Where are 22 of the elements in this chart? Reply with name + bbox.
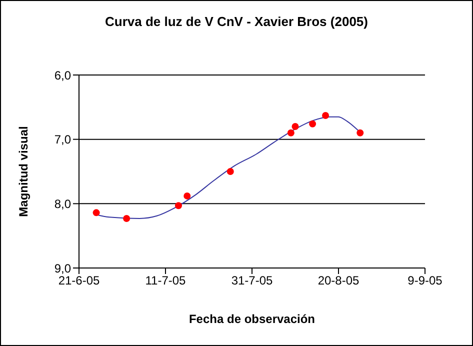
point: [123, 214, 130, 222]
x-tick-label: 20-8-05: [318, 274, 360, 288]
point: [287, 129, 294, 136]
y-tick-label: 9,0: [54, 261, 72, 276]
x-tick-label: 9-9-05: [408, 274, 443, 288]
point: [322, 112, 330, 120]
point: [184, 192, 191, 200]
point: [226, 168, 234, 175]
point: [292, 122, 299, 130]
point: [356, 129, 364, 136]
point: [309, 120, 316, 128]
x-tick-label: 31-7-05: [231, 274, 273, 288]
x-axis-title: Fecha de observación: [188, 312, 316, 326]
y-tick-label: 7,0: [54, 132, 72, 147]
point: [92, 209, 100, 216]
chart-title: Curva de luz de V CnV - Xavier Bros (2005): [104, 14, 369, 29]
x-tick-label: 11-7-05: [145, 274, 186, 288]
y-axis-title: Magnitud visual: [16, 126, 30, 217]
y-tick-label: 8,0: [54, 196, 72, 211]
point: [174, 202, 182, 210]
y-tick-label: 6,0: [54, 68, 72, 82]
x-tick-label: 21-6-05: [58, 274, 100, 288]
